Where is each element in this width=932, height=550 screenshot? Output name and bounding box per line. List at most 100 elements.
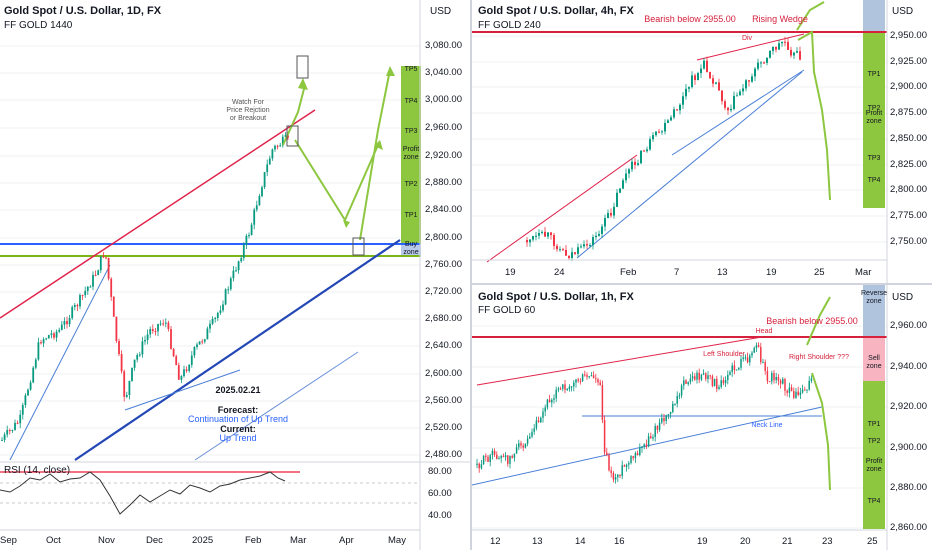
candle-body <box>162 323 165 325</box>
daily-currency-button[interactable]: USD <box>430 6 452 17</box>
candle-body <box>533 428 535 432</box>
candle-body <box>718 386 720 389</box>
y-tick: 3,080.00 <box>425 40 462 51</box>
candle-body <box>513 453 516 458</box>
candle-body <box>211 318 214 324</box>
candle-body <box>709 375 711 377</box>
candle-body <box>206 328 209 340</box>
candle-body <box>180 376 183 380</box>
candle-body <box>643 150 645 152</box>
daily-chart-panel[interactable]: Gold Spot / U.S. Dollar, 1D, FX FF GOLD … <box>0 0 470 550</box>
x-tick: 25 <box>814 267 825 278</box>
candle-body <box>159 323 162 325</box>
candle-body <box>274 145 276 150</box>
candle-body <box>14 422 16 431</box>
candle-body <box>748 80 750 82</box>
x-tick: 24 <box>554 267 565 278</box>
candle-body <box>751 76 753 82</box>
candle-body <box>628 169 630 174</box>
four-hour-chart-panel[interactable]: Gold Spot / U.S. Dollar, 4h, FX FF GOLD … <box>472 0 932 283</box>
candle-body <box>500 456 502 459</box>
y-tick: 2,760.00 <box>425 259 462 270</box>
candle-body <box>526 240 528 243</box>
candle-body <box>619 474 621 476</box>
tp2-label: TP2 <box>867 105 881 112</box>
candle-body <box>131 367 133 381</box>
x-tick: 13 <box>532 536 543 547</box>
tp3-label: TP3 <box>867 155 881 162</box>
candle-body <box>568 255 570 258</box>
one-hour-chart-panel[interactable]: Gold Spot / U.S. Dollar, 1h, FX FF GOLD … <box>472 285 932 550</box>
x-tick: May <box>388 535 406 546</box>
x-tick: Mar <box>855 267 872 278</box>
x-tick: Feb <box>620 267 637 278</box>
candle-body <box>24 395 27 406</box>
one-hour-chart-canvas[interactable] <box>472 285 932 550</box>
candle-body <box>520 443 522 446</box>
candle-body <box>727 374 729 381</box>
candle-body <box>482 455 485 465</box>
candle-body <box>240 258 243 262</box>
candle-body <box>542 411 544 418</box>
y-tick: 2,900.00 <box>890 81 927 92</box>
candle-body <box>592 237 594 246</box>
candle-body <box>622 180 624 189</box>
candle-body <box>573 382 575 387</box>
candle-body <box>581 374 584 382</box>
candle-body <box>778 43 780 50</box>
candle-body <box>641 446 643 448</box>
candle-body <box>623 465 626 467</box>
rsi-line <box>0 471 286 515</box>
candle-body <box>544 231 546 237</box>
y-tick: 2,720.00 <box>425 286 462 297</box>
y-tick: 2,825.00 <box>890 159 927 170</box>
one-hour-bearish-note: Bearish below 2955.00 <box>766 316 858 326</box>
candle-body <box>646 149 648 152</box>
candle-body <box>706 60 708 72</box>
candle-body <box>810 378 813 381</box>
candle-body <box>589 245 591 247</box>
candle-body <box>68 318 71 325</box>
candle-body <box>136 354 139 360</box>
y-tick: 2,775.00 <box>890 210 927 221</box>
candle-body <box>731 365 733 372</box>
tp4-label: TP4 <box>404 98 418 105</box>
one-hour-currency-button[interactable]: USD <box>892 292 914 303</box>
candle-body <box>804 389 806 391</box>
x-tick: 25 <box>867 536 878 547</box>
candle-body <box>164 322 167 324</box>
candle-body <box>284 135 287 137</box>
candle-body <box>1 439 3 441</box>
divergence-note: Div <box>741 35 753 42</box>
candle-body <box>628 463 630 465</box>
y-tick: 2,960.00 <box>890 320 927 331</box>
candle-body <box>782 379 784 384</box>
tp4-label: TP4 <box>867 177 881 184</box>
candle-body <box>610 470 612 474</box>
candle-body <box>757 345 760 347</box>
candle-body <box>649 139 651 150</box>
candle-body <box>529 239 531 243</box>
candle-body <box>115 316 118 342</box>
candle-body <box>691 75 693 88</box>
candle-body <box>760 62 762 64</box>
candle-body <box>235 270 237 272</box>
candle-body <box>518 443 520 448</box>
four-hour-currency-button[interactable]: USD <box>892 6 914 17</box>
candle-body <box>540 417 542 423</box>
candle-body <box>566 389 568 391</box>
candle-body <box>757 62 759 69</box>
candle-body <box>652 135 654 140</box>
daily-chart-canvas[interactable] <box>0 0 470 550</box>
candle-body <box>775 377 777 381</box>
four-hour-candles <box>526 36 801 262</box>
four-hour-chart-canvas[interactable] <box>472 0 932 283</box>
candle-body <box>55 331 58 338</box>
candle-body <box>60 324 63 330</box>
candle-body <box>683 380 685 386</box>
candle-body <box>222 304 224 311</box>
candle-body <box>37 342 40 360</box>
candle-body <box>733 95 735 109</box>
candle-body <box>154 331 157 333</box>
y-tick: 2,960.00 <box>425 122 462 133</box>
